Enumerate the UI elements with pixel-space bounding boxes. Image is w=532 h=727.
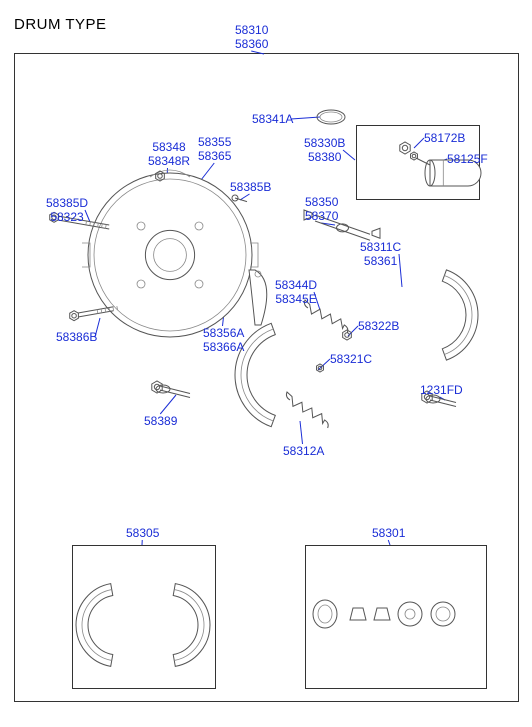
part-label-58311C: 58311C 58361	[360, 240, 401, 268]
part-label-58322B: 58322B	[358, 319, 399, 333]
part-label-58344D: 58344D 58345E	[275, 278, 317, 306]
part-label-58355: 58355 58365	[198, 135, 231, 163]
part-label-58305: 58305	[126, 526, 159, 540]
diagram-canvas: DRUM TYPE 58310 5836058341A58330B 583805…	[0, 0, 532, 727]
part-label-58341A: 58341A	[252, 112, 293, 126]
part-label-58348: 58348 58348R	[148, 140, 190, 168]
part-label-1231FD: 1231FD	[420, 383, 463, 397]
part-label-58330B: 58330B 58380	[304, 136, 345, 164]
part-label-58321C: 58321C	[330, 352, 372, 366]
part-label-58301: 58301	[372, 526, 405, 540]
part-label-58312A: 58312A	[283, 444, 324, 458]
part-label-58350: 58350 58370	[305, 195, 338, 223]
drawing-layer	[0, 0, 532, 727]
part-label-58385B: 58385B	[230, 180, 271, 194]
part-label-58310: 58310 58360	[235, 23, 268, 51]
part-label-58172B: 58172B	[424, 131, 465, 145]
part-label-58356A: 58356A 58366A	[203, 326, 244, 354]
part-label-58125F: 58125F	[447, 152, 488, 166]
part-label-58386B: 58386B	[56, 330, 97, 344]
part-label-58385D: 58385D 58323	[46, 196, 88, 224]
part-label-58389: 58389	[144, 414, 177, 428]
